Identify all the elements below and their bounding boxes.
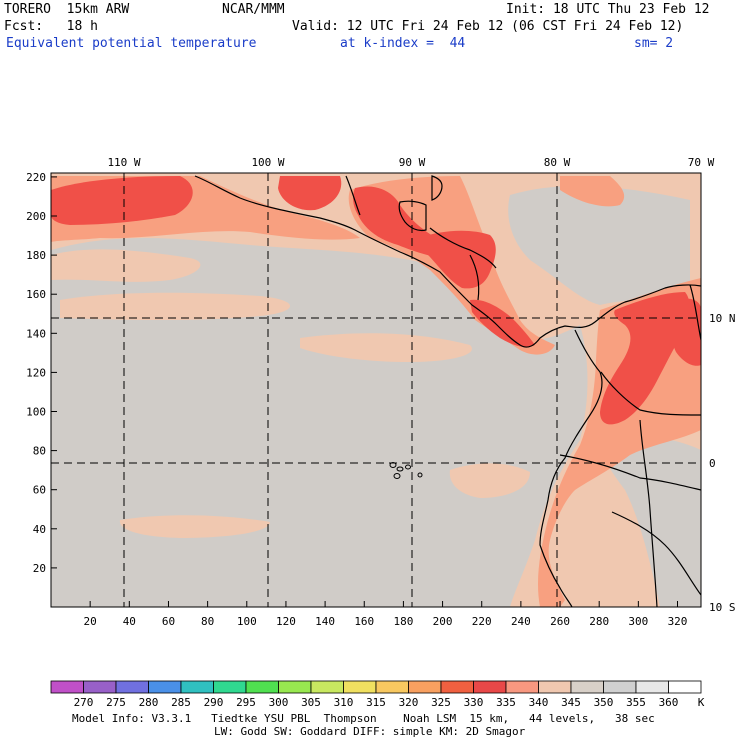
legend-value: 305 (301, 696, 321, 709)
legend-swatch (245, 680, 279, 694)
latitude-label: 10 S (709, 601, 736, 614)
galapagos-islands (389, 462, 423, 479)
legend-value: 275 (106, 696, 126, 709)
legend-value: 345 (561, 696, 581, 709)
y-tick-label: 80 (33, 445, 46, 458)
x-tick-label: 140 (315, 615, 335, 628)
y-tick-label: 220 (26, 171, 46, 184)
header-fcst: Fcst: 18 h (4, 19, 98, 34)
legend-value: 335 (496, 696, 516, 709)
x-tick-label: 280 (589, 615, 609, 628)
lat-lon-grid (51, 173, 701, 607)
color-legend: 270 275 280 285 290 295 300 305 310 315 320 325 330 3… (50, 680, 705, 709)
model-info-line2: LW: Godd SW: Goddard DIFF: simple KM: 2D… (214, 725, 526, 738)
x-tick-label: 220 (472, 615, 492, 628)
legend-swatch (570, 680, 604, 694)
axis-ticks (51, 176, 679, 607)
legend-swatch (50, 680, 84, 694)
legend-swatch (603, 680, 637, 694)
longitude-label: 80 W (544, 156, 571, 169)
longitude-label: 90 W (399, 156, 426, 169)
legend-swatch (635, 680, 669, 694)
legend-value: 300 (269, 696, 289, 709)
y-tick-label: 180 (26, 249, 46, 262)
x-tick-label: 300 (628, 615, 648, 628)
legend-value: 290 (204, 696, 224, 709)
legend-value: 315 (366, 696, 386, 709)
y-tick-label: 60 (33, 484, 46, 497)
legend-unit: K (698, 696, 705, 709)
legend-swatch (408, 680, 442, 694)
header-valid: Valid: 12 UTC Fri 24 Feb 12 (06 CST Fri … (292, 19, 684, 34)
smoothing-info: sm= 2 (634, 36, 674, 51)
legend-swatch (375, 680, 409, 694)
x-tick-label: 120 (276, 615, 296, 628)
legend-swatch (213, 680, 247, 694)
legend-swatch (505, 680, 539, 694)
axis-tick-labels: 20 40 60 80 100 120 140 160 180 200 220 240 260 280 30… (26, 156, 735, 628)
legend-value: 310 (334, 696, 354, 709)
legend-value: 270 (74, 696, 94, 709)
legend-swatch (538, 680, 572, 694)
x-tick-label: 180 (393, 615, 413, 628)
x-tick-label: 260 (550, 615, 570, 628)
y-tick-label: 120 (26, 366, 46, 379)
equivalent-potential-temperature-field (51, 173, 701, 607)
model-info-line1: Model Info: V3.3.1 Tiedtke YSU PBL Thomp… (72, 712, 655, 725)
field-name: Equivalent potential temperature (6, 36, 257, 51)
y-tick-label: 140 (26, 327, 46, 340)
latitude-label: 0 (709, 457, 716, 470)
legend-value: 355 (626, 696, 646, 709)
legend-value: 360 (659, 696, 679, 709)
longitude-label: 70 W (688, 156, 715, 169)
legend-swatch (343, 680, 377, 694)
longitude-label: 110 W (107, 156, 140, 169)
x-tick-label: 80 (201, 615, 214, 628)
legend-value: 330 (464, 696, 484, 709)
legend-value: 295 (236, 696, 256, 709)
legend-value: 340 (529, 696, 549, 709)
legend-swatch (473, 680, 507, 694)
y-tick-label: 40 (33, 523, 46, 536)
header-model: TORERO 15km ARW (4, 2, 130, 17)
legend-swatch (440, 680, 474, 694)
legend-swatch (148, 680, 182, 694)
x-tick-label: 60 (162, 615, 175, 628)
legend-value: 325 (431, 696, 451, 709)
longitude-label: 100 W (251, 156, 284, 169)
legend-value: 280 (139, 696, 159, 709)
legend-swatch (180, 680, 214, 694)
coastlines (194, 175, 701, 607)
x-tick-label: 160 (354, 615, 374, 628)
legend-swatch (115, 680, 149, 694)
plot-frame (50, 172, 702, 608)
level-info: at k-index = 44 (340, 36, 466, 51)
header-init: Init: 18 UTC Thu 23 Feb 12 (506, 2, 710, 17)
y-tick-label: 20 (33, 562, 46, 575)
legend-value: 285 (171, 696, 191, 709)
y-tick-label: 160 (26, 288, 46, 301)
y-tick-label: 100 (26, 406, 46, 419)
legend-swatch (278, 680, 312, 694)
legend-swatch (668, 680, 702, 694)
y-tick-label: 200 (26, 210, 46, 223)
legend-value: 320 (399, 696, 419, 709)
x-tick-label: 320 (668, 615, 688, 628)
legend-swatch (83, 680, 117, 694)
x-tick-label: 40 (123, 615, 136, 628)
legend-value: 350 (594, 696, 614, 709)
latitude-label: 10 N (709, 312, 736, 325)
x-tick-label: 100 (237, 615, 257, 628)
legend-swatch (310, 680, 344, 694)
header-org: NCAR/MMM (222, 2, 285, 17)
x-tick-label: 240 (511, 615, 531, 628)
x-tick-label: 200 (433, 615, 453, 628)
x-tick-label: 20 (84, 615, 97, 628)
